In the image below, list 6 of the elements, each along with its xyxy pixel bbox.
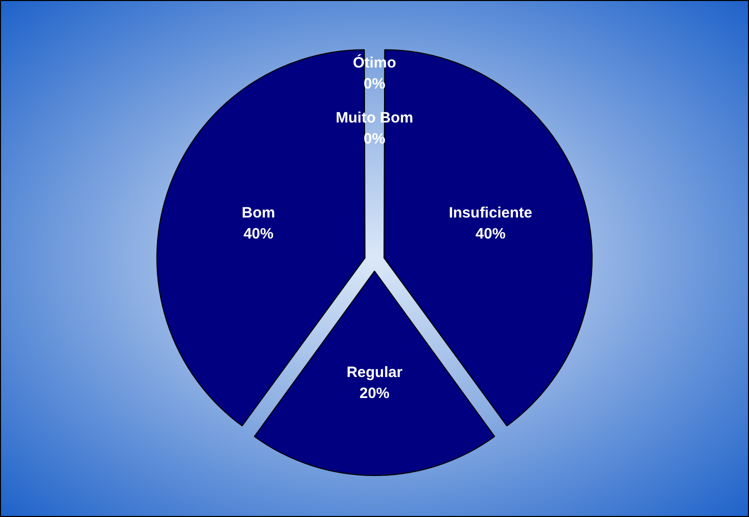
slice-label: Insuficiente: [448, 204, 532, 222]
data-label: 40%: [243, 225, 274, 242]
slice-label: Bom: [242, 204, 276, 222]
data-label: 40%: [476, 225, 506, 242]
data-label: 20%: [359, 385, 390, 402]
slice-label: Regular: [346, 364, 403, 382]
